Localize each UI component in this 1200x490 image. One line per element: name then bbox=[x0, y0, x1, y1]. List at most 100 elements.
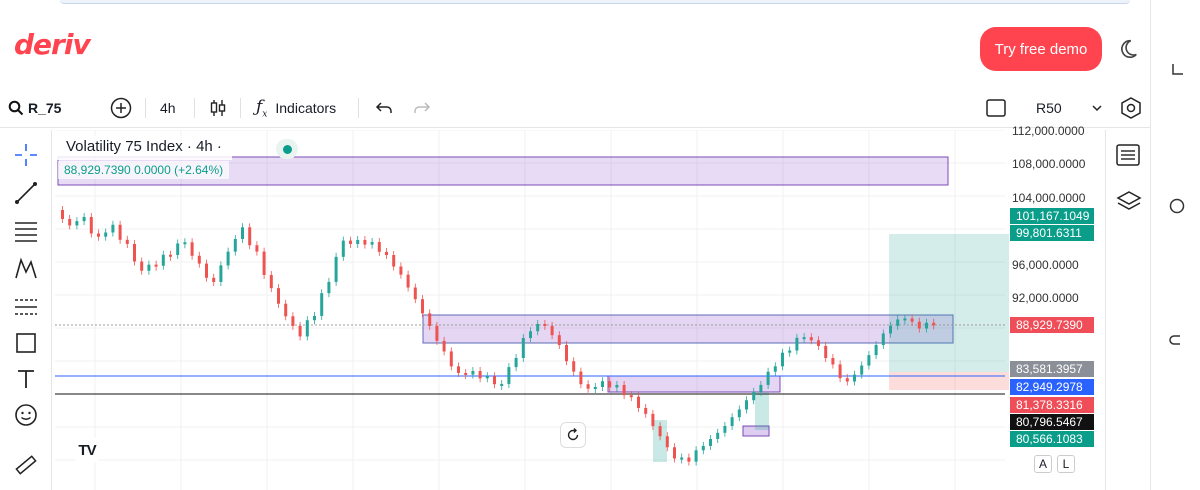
candle bbox=[586, 384, 590, 389]
interval-selector[interactable]: 4h bbox=[160, 100, 176, 116]
moon-icon[interactable] bbox=[1117, 38, 1139, 60]
candle bbox=[464, 372, 468, 375]
price-chart[interactable] bbox=[55, 130, 1100, 490]
candle bbox=[521, 338, 525, 358]
candle bbox=[601, 381, 604, 388]
candle bbox=[773, 366, 777, 372]
candle bbox=[687, 457, 691, 462]
candle bbox=[385, 251, 388, 256]
candle bbox=[917, 321, 921, 329]
candle bbox=[860, 365, 864, 375]
chevron-down-icon bbox=[1092, 105, 1102, 112]
compare-button[interactable] bbox=[110, 90, 132, 126]
candle bbox=[608, 381, 612, 388]
undo-icon bbox=[375, 102, 392, 113]
candle bbox=[809, 337, 813, 341]
candlestick-icon bbox=[210, 100, 226, 116]
crop-icon[interactable] bbox=[1169, 62, 1185, 78]
candle bbox=[629, 395, 633, 398]
rectangle-icon[interactable] bbox=[13, 330, 39, 356]
candle bbox=[507, 367, 511, 384]
layers-icon[interactable] bbox=[1116, 190, 1142, 214]
candle bbox=[881, 333, 885, 345]
circle-icon[interactable] bbox=[1169, 198, 1185, 214]
candle bbox=[197, 255, 201, 264]
chart-style-selector[interactable]: R50 bbox=[1036, 90, 1102, 126]
candle bbox=[557, 335, 561, 345]
candle bbox=[910, 318, 914, 322]
candle bbox=[478, 370, 482, 379]
symbol-selector[interactable]: R_75 bbox=[8, 90, 61, 126]
list-icon[interactable] bbox=[1116, 144, 1140, 166]
candle bbox=[658, 426, 662, 437]
pattern-icon[interactable] bbox=[13, 256, 39, 282]
candle bbox=[183, 242, 187, 245]
candle bbox=[133, 243, 136, 262]
candle bbox=[673, 447, 676, 459]
candle bbox=[759, 384, 763, 392]
reset-chart-button[interactable] bbox=[560, 422, 586, 448]
indicators-button[interactable]: ƒx Indicators bbox=[256, 90, 336, 126]
candle bbox=[709, 438, 712, 446]
candle bbox=[140, 261, 144, 271]
text-icon[interactable] bbox=[13, 366, 39, 392]
undo-button[interactable] bbox=[375, 90, 393, 126]
hexagon-settings-icon bbox=[1121, 97, 1141, 119]
ruler-icon[interactable] bbox=[13, 452, 39, 478]
candle bbox=[61, 210, 64, 219]
trend-line-icon[interactable] bbox=[13, 180, 39, 206]
live-indicator bbox=[276, 139, 298, 159]
candle bbox=[435, 325, 439, 341]
candle bbox=[363, 239, 367, 245]
candle bbox=[305, 320, 309, 337]
candle bbox=[788, 350, 792, 353]
candle bbox=[745, 400, 748, 410]
candle bbox=[68, 218, 72, 226]
candle bbox=[752, 391, 756, 401]
tradingview-logo[interactable]: TV bbox=[70, 436, 104, 464]
candle bbox=[320, 293, 324, 316]
redo-button[interactable] bbox=[413, 90, 431, 126]
candle bbox=[82, 216, 86, 222]
candle bbox=[824, 345, 828, 359]
candle bbox=[536, 323, 540, 332]
candle bbox=[802, 337, 806, 340]
candle bbox=[817, 340, 820, 346]
axis-label: 96,000.0000 bbox=[1012, 258, 1079, 272]
candle bbox=[241, 227, 244, 239]
auto-scale-button[interactable]: A bbox=[1034, 455, 1052, 473]
price-badge: 81,378.3316 bbox=[1010, 397, 1094, 413]
candle bbox=[694, 450, 698, 462]
layout-button[interactable] bbox=[986, 90, 1006, 126]
fib-lines-icon[interactable] bbox=[13, 218, 39, 244]
try-free-demo-button[interactable]: Try free demo bbox=[980, 27, 1102, 71]
candle bbox=[341, 240, 345, 257]
indicators-label: Indicators bbox=[275, 100, 337, 116]
price-badge: 80,796.5467 bbox=[1010, 414, 1094, 430]
site-header: deriv Try free demo bbox=[0, 0, 1150, 90]
candle bbox=[392, 255, 396, 267]
candle bbox=[701, 445, 705, 451]
candle bbox=[233, 238, 237, 252]
deriv-logo[interactable]: deriv bbox=[14, 28, 91, 61]
candle bbox=[874, 344, 878, 356]
candle bbox=[104, 232, 108, 237]
emoji-icon[interactable] bbox=[13, 402, 39, 428]
candle bbox=[413, 287, 417, 300]
back-icon[interactable] bbox=[1169, 334, 1185, 350]
log-scale-button[interactable]: L bbox=[1057, 455, 1075, 473]
chart-area[interactable] bbox=[55, 130, 1100, 490]
crosshair-icon[interactable] bbox=[13, 142, 39, 168]
candle bbox=[903, 318, 907, 321]
settings-button[interactable] bbox=[1120, 90, 1142, 126]
divider bbox=[240, 98, 241, 118]
chart-type-button[interactable] bbox=[208, 90, 228, 126]
forecast-icon[interactable] bbox=[13, 294, 39, 320]
candle bbox=[572, 361, 576, 372]
candle bbox=[428, 313, 432, 326]
candle bbox=[442, 340, 446, 352]
candle bbox=[615, 384, 619, 388]
candle bbox=[529, 331, 532, 339]
candle bbox=[514, 357, 518, 368]
chart-toolbar: R_75 4h ƒx Indicators bbox=[0, 90, 1150, 128]
